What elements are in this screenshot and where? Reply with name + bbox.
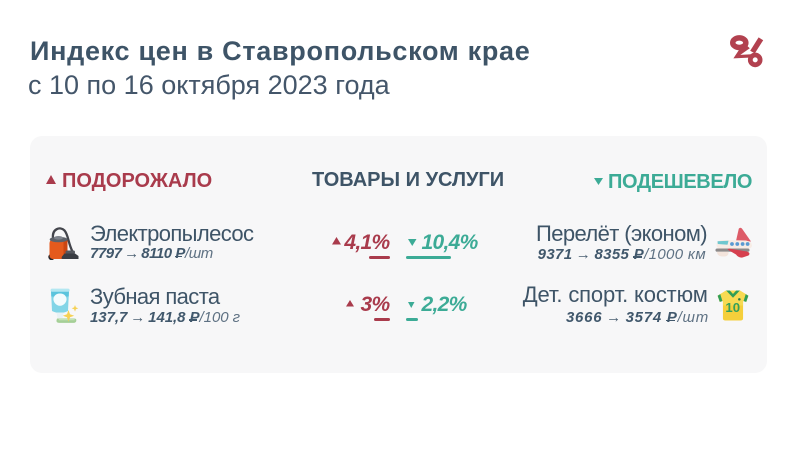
svg-text:10: 10 xyxy=(725,300,740,315)
